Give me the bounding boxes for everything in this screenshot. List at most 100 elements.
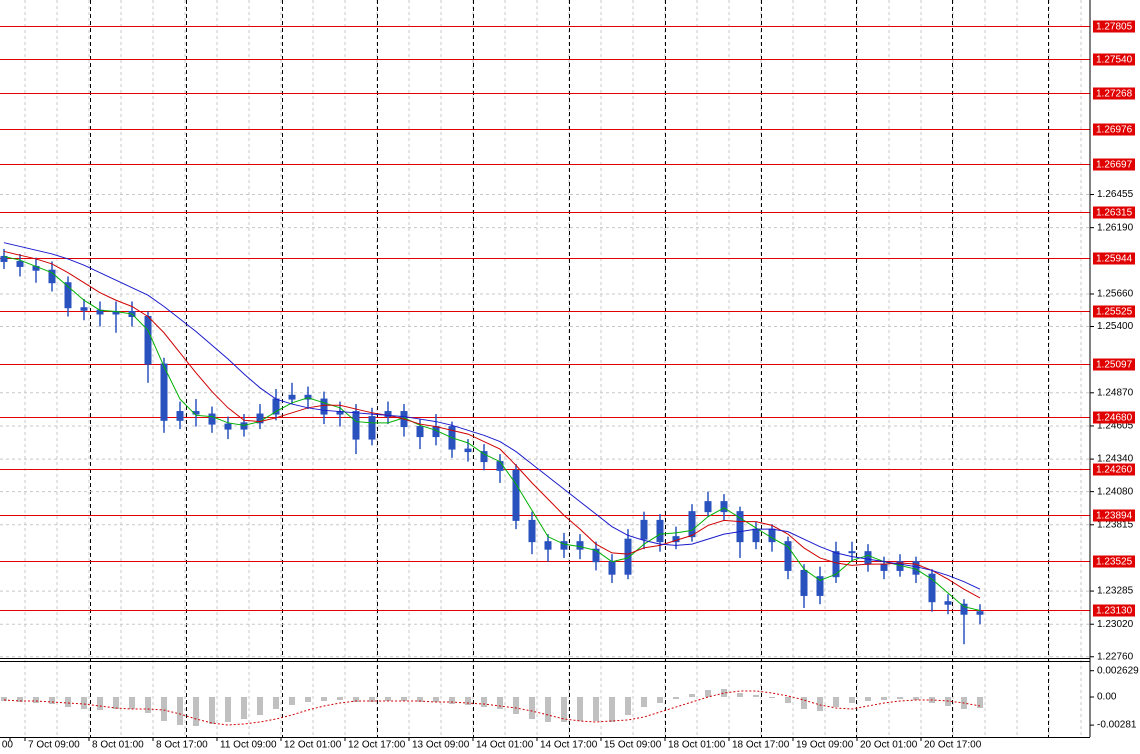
candle-body (368, 416, 376, 440)
histogram-bar (513, 697, 519, 714)
candle-body (656, 519, 664, 543)
histogram-bar (561, 697, 567, 722)
histogram-bar (225, 697, 231, 722)
histogram-bar (545, 697, 551, 722)
histogram-bar (97, 697, 103, 710)
level-label: 1.25097 (1096, 360, 1133, 371)
histogram-bar (689, 694, 695, 697)
histogram-bar (577, 697, 583, 721)
osc-tick-label: 0.00 (1097, 692, 1117, 703)
candle-body (288, 394, 296, 400)
level-label-box (1093, 158, 1135, 171)
histogram-bar (113, 697, 119, 709)
level-label-box (1093, 252, 1135, 265)
candle-body (784, 541, 792, 571)
candle-body (304, 394, 312, 400)
level-label: 1.25525 (1096, 307, 1133, 318)
histogram-bar (881, 697, 887, 700)
x-tick-label: 18 Oct 17:00 (732, 740, 790, 751)
candle-body (144, 315, 152, 365)
histogram-bar (913, 697, 919, 700)
candle-body (384, 411, 392, 418)
candle-body (64, 282, 72, 309)
y-tick-label: 1.24340 (1097, 454, 1134, 465)
y-tick-label: 1.22760 (1097, 651, 1134, 662)
histogram-bar (385, 697, 391, 701)
candle-body (752, 528, 760, 543)
histogram-bar (145, 697, 151, 713)
histogram-bar (289, 697, 295, 705)
candle-body (688, 511, 696, 538)
histogram-bar (481, 697, 487, 707)
candle-body (880, 563, 888, 571)
candle-body (848, 551, 856, 554)
level-label: 1.27268 (1096, 89, 1133, 100)
histogram-bar (817, 697, 823, 711)
level-label-box (1093, 20, 1135, 33)
histogram-bar (337, 697, 343, 700)
histogram-bar (177, 697, 183, 725)
level-label: 1.27805 (1096, 22, 1133, 33)
candle-body (416, 426, 424, 438)
histogram-bar (657, 697, 663, 703)
x-tick-label: 14 Oct 17:00 (540, 740, 598, 751)
candle-body (352, 411, 360, 440)
x-tick-label: 18 Oct 01:00 (668, 740, 726, 751)
level-label-box (1093, 87, 1135, 100)
candle-body (832, 551, 840, 578)
y-tick-label: 1.25400 (1097, 321, 1134, 332)
histogram-bar (865, 697, 871, 701)
candle-body (768, 528, 776, 543)
candle-body (720, 501, 728, 513)
candle-body (976, 611, 984, 615)
candle-body (608, 561, 616, 575)
histogram-bar (641, 697, 647, 707)
histogram-bar (305, 697, 311, 702)
level-label: 1.25944 (1096, 254, 1133, 265)
level-label: 1.26697 (1096, 160, 1133, 171)
histogram-bar (369, 697, 375, 702)
histogram-bar (401, 697, 407, 701)
moving-average (3, 255, 981, 611)
y-tick-label: 1.26455 (1097, 189, 1134, 200)
y-tick-label: 1.23020 (1097, 619, 1134, 630)
histogram-bar (449, 697, 455, 704)
histogram-bar (977, 697, 983, 708)
candle-body (320, 398, 328, 415)
histogram-bar (209, 697, 215, 724)
candle-body (208, 413, 216, 425)
candle-body (912, 561, 920, 575)
x-tick-label: 12 Oct 01:00 (284, 740, 342, 751)
histogram-bar (609, 697, 615, 722)
candle-body (592, 548, 600, 563)
y-tick-label: 1.26190 (1097, 222, 1134, 233)
y-tick-label: 1.24080 (1097, 486, 1134, 497)
histogram-bar (433, 697, 439, 702)
histogram-bar (241, 697, 247, 719)
level-label-box (1093, 53, 1135, 66)
candle-body (928, 573, 936, 603)
histogram-bar (33, 697, 39, 703)
histogram-bar (833, 697, 839, 707)
y-tick-label: 1.24605 (1097, 421, 1134, 432)
histogram-bar (753, 695, 759, 697)
moving-average (3, 250, 981, 599)
histogram-bar (769, 697, 775, 698)
candle-body (512, 469, 520, 521)
histogram-bar (673, 697, 679, 699)
candle-body (960, 603, 968, 615)
histogram-bar (1, 697, 7, 701)
candle-body (560, 541, 568, 550)
x-tick-label: 15 Oct 09:00 (604, 740, 662, 751)
histogram-bar (353, 697, 359, 702)
candle-body (944, 601, 952, 605)
candle-body (544, 541, 552, 550)
histogram-bar (737, 693, 743, 697)
candle-body (864, 551, 872, 565)
y-tick-label: 1.24870 (1097, 387, 1134, 398)
osc-tick-label: 0.002629 (1097, 665, 1139, 676)
histogram-bar (129, 697, 135, 709)
grid (0, 0, 1090, 737)
candle-body (48, 269, 56, 284)
